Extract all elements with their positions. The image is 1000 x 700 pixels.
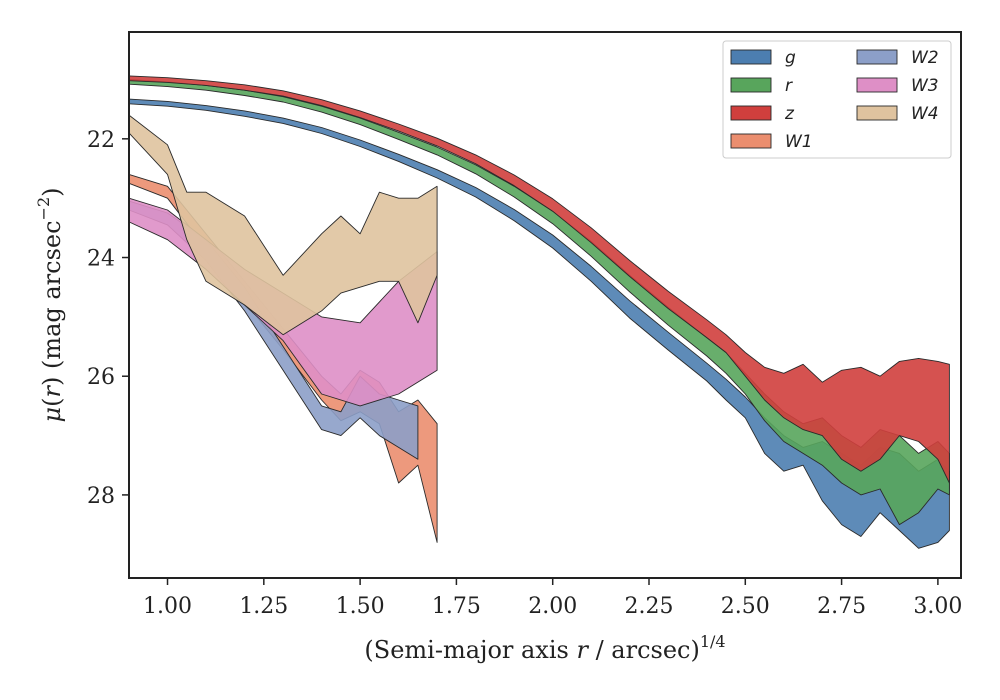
- legend-swatch-w4: [856, 105, 898, 121]
- y-tick-label: 28: [87, 484, 115, 509]
- x-axis: 1.00 1.25 1.50 1.75 2.00 2.25 2.50 2.75 3.00: [143, 578, 962, 619]
- legend-label-g: g: [785, 48, 796, 68]
- legend-swatch-z: [730, 105, 772, 121]
- legend: grz W1 W2 W3 W4: [722, 40, 952, 159]
- legend-label-w4: W4: [911, 104, 939, 124]
- x-tick-label: 2.25: [625, 594, 674, 619]
- y-axis-label: μ(r) (mag arcsec−2): [34, 187, 66, 422]
- band-g: [128, 98, 950, 549]
- band-z: [128, 75, 950, 484]
- x-tick-label: 3.00: [913, 594, 962, 619]
- x-tick-label: 2.75: [817, 594, 866, 619]
- y-tick-label: 22: [87, 128, 115, 153]
- y-axis: 22 24 26 28: [87, 128, 129, 509]
- x-tick-label: 1.00: [143, 594, 192, 619]
- legend-label-w2: W2: [911, 48, 939, 68]
- band-layer: [128, 75, 950, 549]
- legend-box: [722, 40, 952, 159]
- legend-label-w1: W1: [785, 132, 813, 152]
- legend-label-r: r: [785, 76, 793, 96]
- x-axis-label: (Semi-major axis r / arcsec)1/4: [364, 632, 725, 664]
- plot-frame: [128, 31, 962, 579]
- x-tick-label: 2.50: [721, 594, 770, 619]
- legend-label-w3: W3: [911, 76, 939, 96]
- y-tick-label: 26: [87, 365, 115, 390]
- legend-swatch-g: [730, 49, 772, 65]
- legend-swatch-w1: [730, 133, 772, 149]
- legend-swatch-w3: [856, 77, 898, 93]
- y-tick-label: 24: [87, 247, 115, 272]
- band-r: [128, 79, 950, 526]
- band-w4: [128, 114, 438, 336]
- legend-label-z: z: [784, 104, 795, 124]
- legend-swatch-w2: [856, 49, 898, 65]
- x-tick-label: 1.50: [336, 594, 385, 619]
- x-tick-label: 2.00: [528, 594, 577, 619]
- x-tick-label: 1.75: [432, 594, 481, 619]
- legend-swatch-r: [730, 77, 772, 93]
- x-tick-label: 1.25: [239, 594, 288, 619]
